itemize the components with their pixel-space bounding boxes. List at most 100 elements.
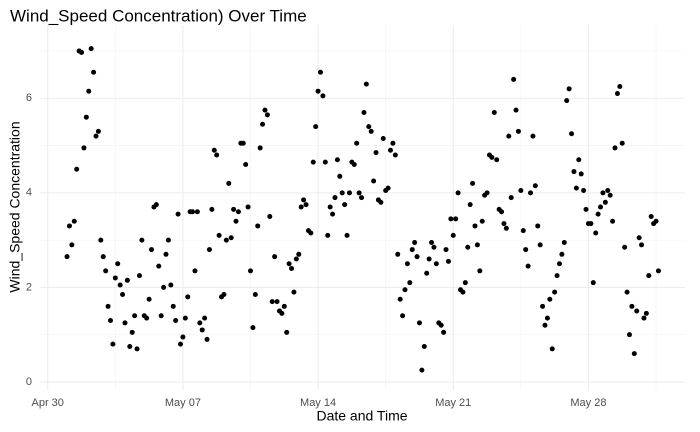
point — [414, 254, 420, 260]
point — [83, 114, 89, 120]
point — [264, 112, 270, 118]
point — [86, 88, 92, 94]
point — [175, 211, 181, 217]
point — [378, 199, 384, 205]
point — [600, 190, 606, 196]
point — [177, 341, 183, 347]
point — [559, 251, 565, 257]
point — [646, 273, 652, 279]
point — [542, 322, 548, 328]
point — [194, 209, 200, 215]
point — [359, 195, 365, 201]
point — [262, 107, 268, 113]
point — [581, 187, 587, 193]
point — [107, 317, 113, 323]
point — [392, 152, 398, 158]
point — [199, 327, 205, 333]
point — [330, 211, 336, 217]
point — [209, 206, 215, 212]
point — [373, 150, 379, 156]
point — [334, 157, 340, 163]
point — [153, 202, 159, 208]
point — [221, 291, 227, 297]
point — [310, 159, 316, 165]
point — [267, 213, 273, 219]
point — [622, 244, 628, 250]
point — [173, 317, 179, 323]
point — [156, 263, 162, 269]
point — [617, 83, 623, 89]
point — [484, 190, 490, 196]
point — [441, 329, 447, 335]
point — [566, 86, 572, 92]
point — [202, 315, 208, 321]
point — [233, 218, 239, 224]
y-tick-label: 6 — [26, 92, 32, 104]
point — [146, 296, 152, 302]
point — [197, 320, 203, 326]
point — [351, 161, 357, 167]
point — [272, 254, 278, 260]
point — [462, 280, 468, 286]
point — [356, 190, 362, 196]
point — [412, 239, 418, 245]
point — [629, 303, 635, 309]
point — [216, 232, 222, 238]
point — [228, 235, 234, 241]
point — [506, 133, 512, 139]
point — [69, 242, 75, 248]
point — [573, 185, 579, 191]
point — [286, 261, 292, 267]
point — [569, 131, 575, 137]
point — [269, 299, 275, 305]
point — [491, 109, 497, 115]
point — [281, 303, 287, 309]
point — [95, 128, 101, 134]
point — [525, 263, 531, 269]
point — [165, 237, 171, 243]
point — [366, 124, 372, 130]
point — [346, 190, 352, 196]
point — [602, 199, 608, 205]
point — [185, 294, 191, 300]
point — [279, 310, 285, 316]
point — [204, 336, 210, 342]
point — [653, 218, 659, 224]
point — [593, 230, 599, 236]
point — [291, 289, 297, 295]
point — [501, 221, 507, 227]
point — [590, 280, 596, 286]
point — [540, 303, 546, 309]
point — [641, 315, 647, 321]
point — [354, 140, 360, 146]
point — [465, 244, 471, 250]
point — [571, 169, 577, 175]
point — [64, 254, 70, 260]
point — [429, 239, 435, 245]
point — [255, 223, 261, 229]
point — [235, 209, 241, 215]
point — [607, 192, 613, 198]
point — [556, 261, 562, 267]
point — [421, 344, 427, 350]
point — [450, 232, 456, 238]
point — [71, 218, 77, 224]
point — [605, 187, 611, 193]
point — [315, 88, 321, 94]
x-tick-label: May 07 — [165, 397, 201, 409]
point — [479, 218, 485, 224]
point — [612, 145, 618, 151]
point — [190, 209, 196, 215]
point — [81, 145, 87, 151]
point — [489, 154, 495, 160]
point — [390, 140, 396, 146]
point — [180, 334, 186, 340]
point — [397, 296, 403, 302]
point — [247, 268, 253, 274]
point — [320, 93, 326, 99]
point — [513, 107, 519, 113]
point — [433, 261, 439, 267]
point — [549, 346, 555, 352]
point — [400, 313, 406, 319]
point — [511, 76, 517, 82]
